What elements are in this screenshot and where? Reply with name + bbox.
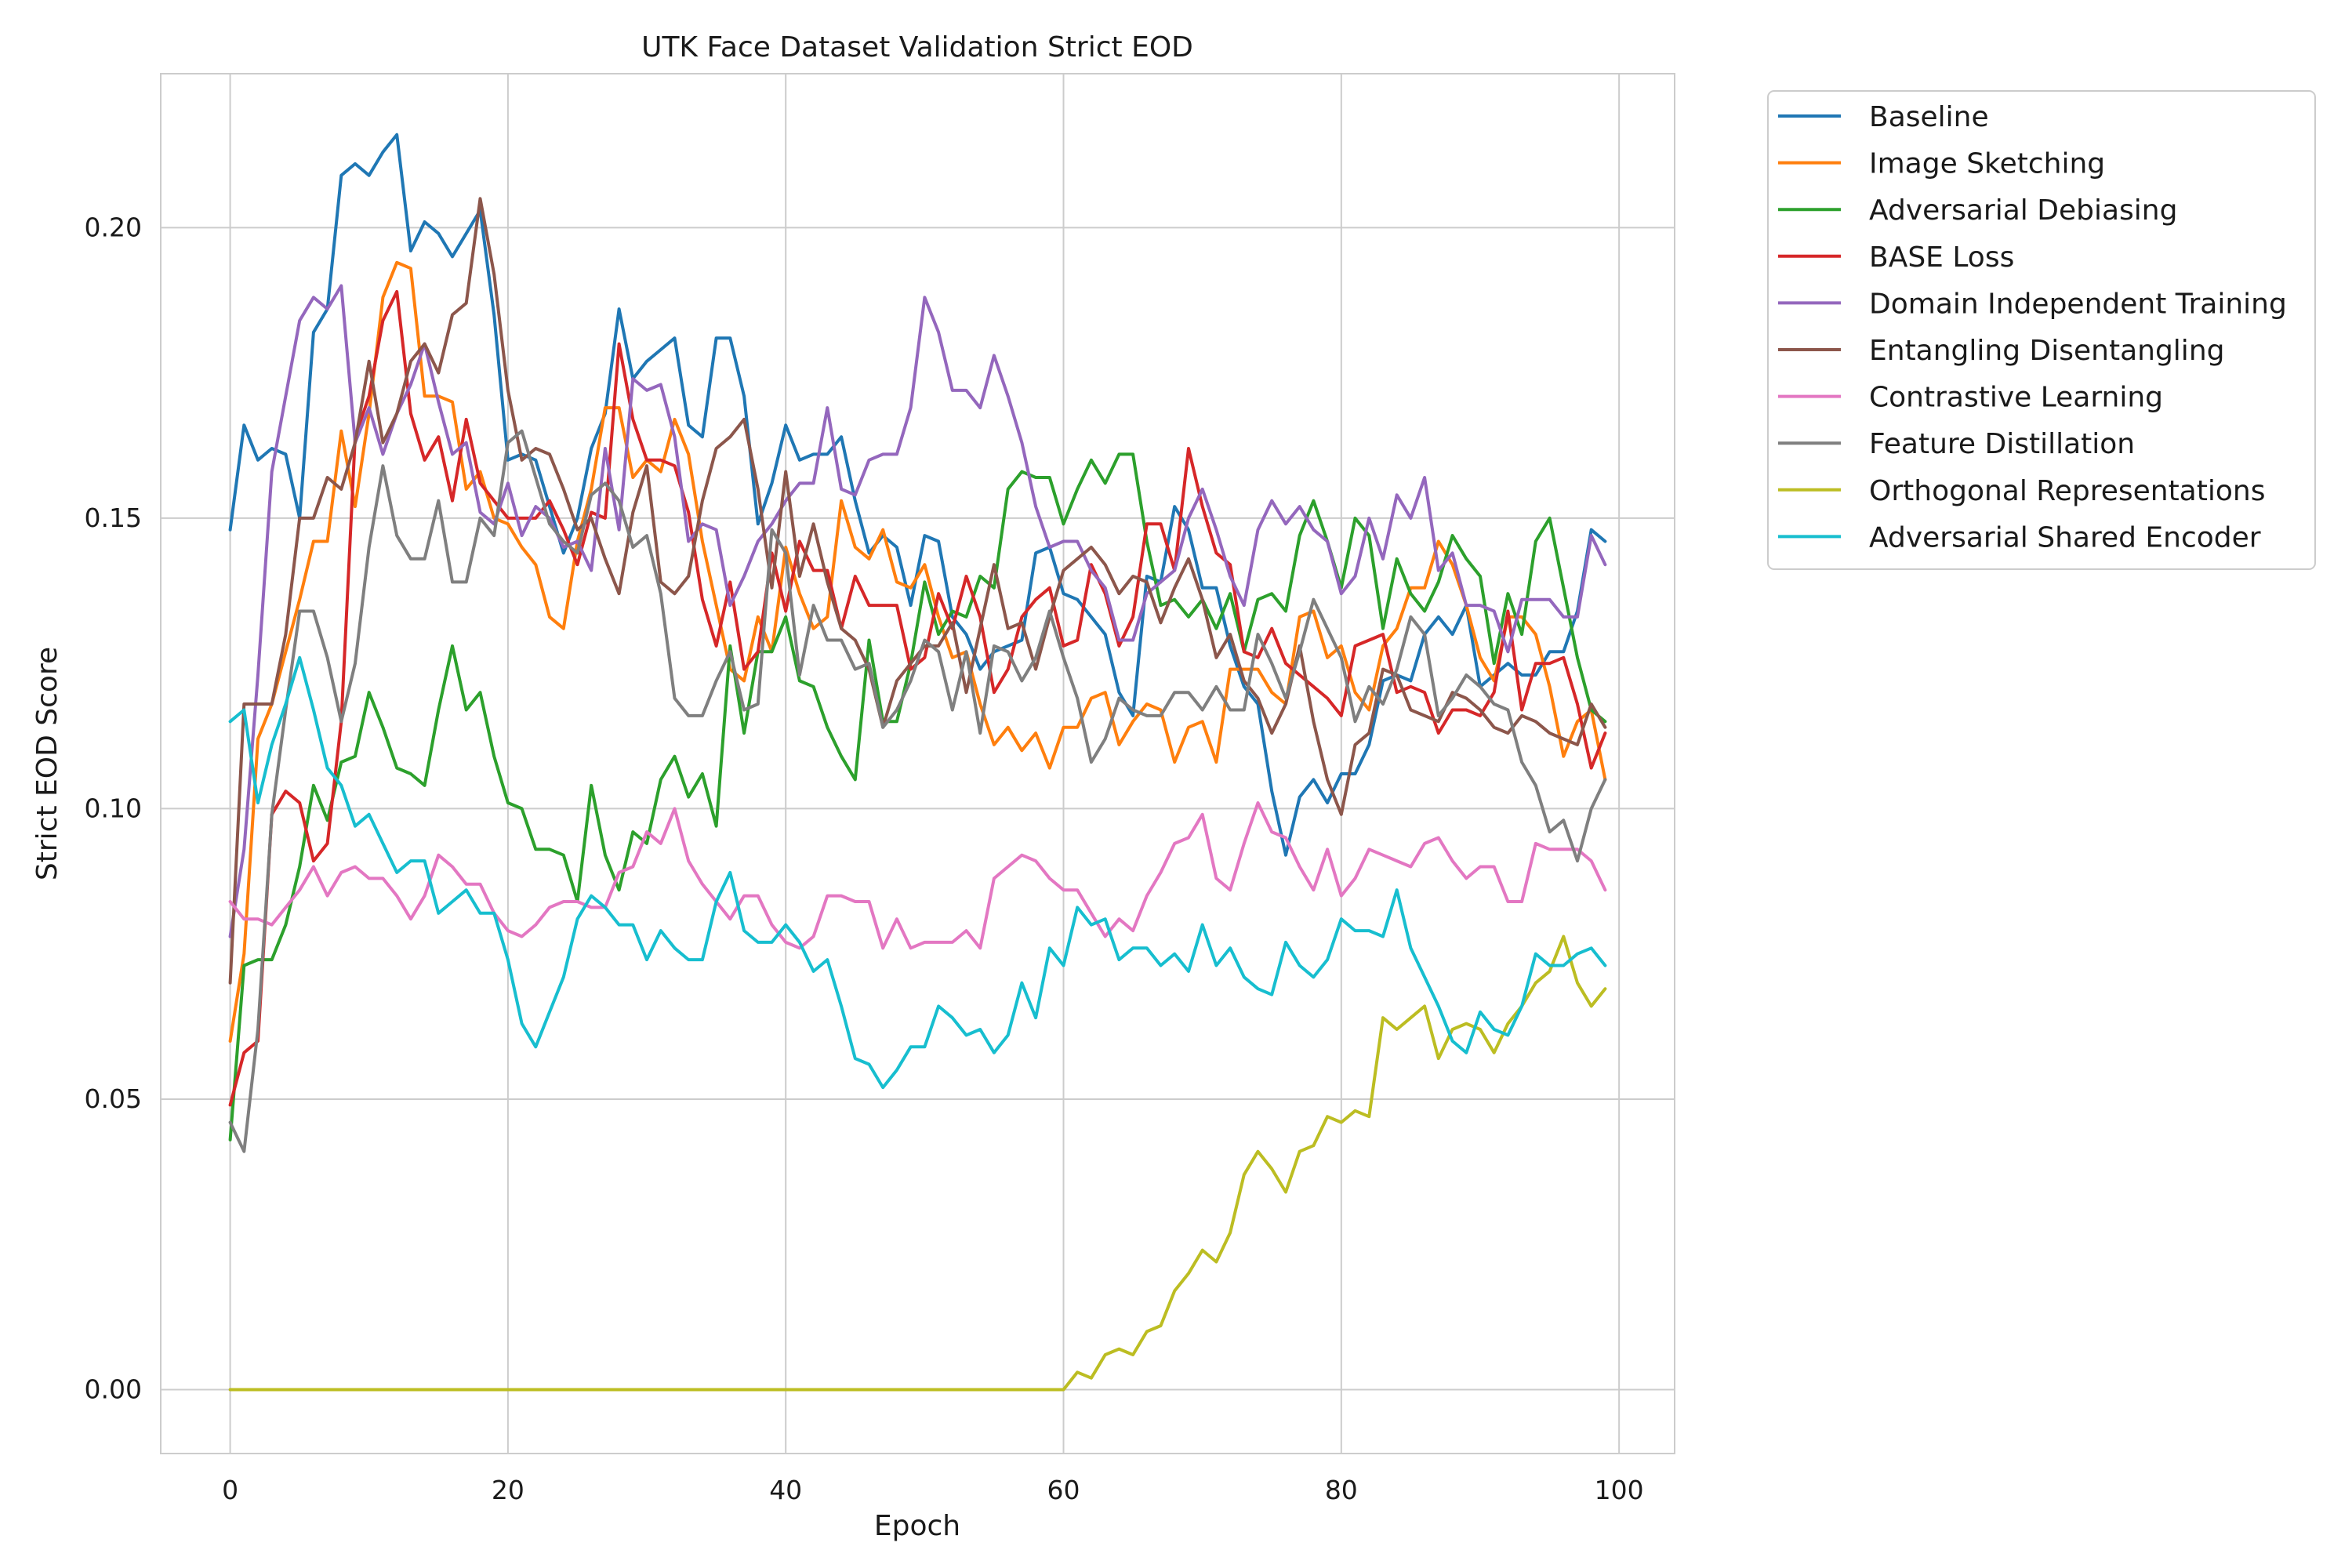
x-tick-label: 80 xyxy=(1325,1475,1358,1505)
legend-label-adversarial-debiasing: Adversarial Debiasing xyxy=(1869,194,2177,227)
legend-label-baseline: Baseline xyxy=(1869,101,1989,133)
series-line-baseline xyxy=(228,132,1607,857)
series-lines xyxy=(228,132,1607,1392)
y-tick-label: 0.10 xyxy=(85,793,142,823)
legend-label-domain-independent-training: Domain Independent Training xyxy=(1869,288,2287,320)
chart-title: UTK Face Dataset Validation Strict EOD xyxy=(641,31,1193,64)
series-line-adversarial-debiasing xyxy=(228,452,1607,1142)
y-tick-label: 0.20 xyxy=(85,212,142,242)
legend-label-entangling-disentangling: Entangling Disentangling xyxy=(1869,335,2224,367)
series-line-entangling-disentangling xyxy=(228,197,1607,985)
grid-lines xyxy=(161,74,1675,1454)
legend-label-feature-distillation: Feature Distillation xyxy=(1869,428,2135,460)
series-line-adversarial-shared-encoder xyxy=(228,655,1607,1090)
plot-frame xyxy=(160,73,1675,1454)
series-line-domain-independent-training xyxy=(228,284,1607,938)
x-tick-label: 100 xyxy=(1595,1475,1644,1505)
series-line-contrastive-learning xyxy=(228,801,1607,950)
y-tick-label: 0.00 xyxy=(85,1374,142,1404)
legend-frame xyxy=(1767,90,2316,570)
series-line-image-sketching xyxy=(228,260,1607,1043)
x-tick-label: 40 xyxy=(769,1475,802,1505)
legend: Baseline Image Sketching Adversarial Debia… xyxy=(1767,90,2316,570)
x-axis-label: Epoch xyxy=(874,1510,960,1542)
x-axis-ticks: 0 20 40 60 80 100 xyxy=(222,1475,1644,1505)
legend-label-image-sketching: Image Sketching xyxy=(1869,148,2105,180)
legend-label-adversarial-shared-encoder: Adversarial Shared Encoder xyxy=(1869,521,2261,554)
y-tick-label: 0.15 xyxy=(85,503,142,533)
series-line-orthogonal-representations xyxy=(228,935,1607,1392)
y-axis-ticks: 0.00 0.05 0.10 0.15 0.20 xyxy=(85,212,142,1404)
legend-label-orthogonal-representations: Orthogonal Representations xyxy=(1869,475,2265,507)
legend-label-base-loss: BASE Loss xyxy=(1869,241,2014,274)
y-axis-label: Strict EOD Score xyxy=(31,647,64,880)
x-tick-label: 0 xyxy=(222,1475,238,1505)
legend-entries: Baseline Image Sketching Adversarial Debia… xyxy=(1778,101,2287,554)
x-tick-label: 60 xyxy=(1047,1475,1080,1505)
legend-label-contrastive-learning: Contrastive Learning xyxy=(1869,382,2163,414)
x-tick-label: 20 xyxy=(492,1475,524,1505)
y-tick-label: 0.05 xyxy=(85,1083,142,1114)
series-line-feature-distillation xyxy=(228,429,1607,1153)
